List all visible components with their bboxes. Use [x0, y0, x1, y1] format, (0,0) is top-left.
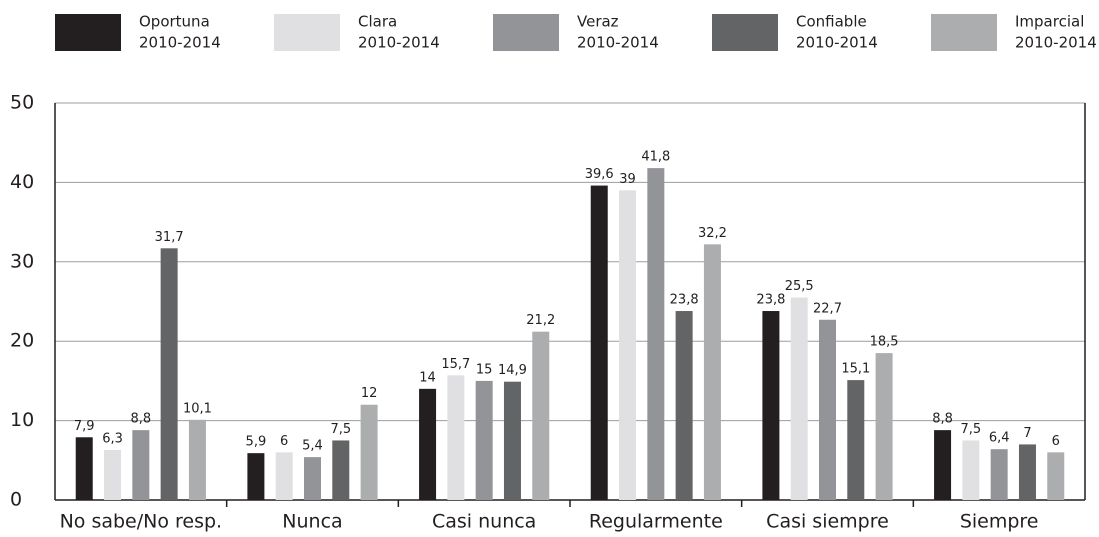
value-label: 6 — [1052, 434, 1060, 449]
bar — [532, 331, 550, 500]
bar — [762, 311, 780, 500]
bar — [419, 388, 437, 500]
value-label: 6,4 — [989, 431, 1010, 446]
bar — [247, 453, 265, 500]
value-label: 15,7 — [441, 357, 470, 372]
y-tick-label: 50 — [10, 92, 34, 114]
bar — [647, 168, 665, 500]
value-label: 5,9 — [246, 435, 267, 450]
value-label: 5,4 — [302, 439, 323, 454]
value-label: 8,8 — [932, 412, 953, 427]
bar — [675, 311, 693, 500]
value-label: 7,9 — [74, 419, 95, 434]
bar — [447, 375, 465, 500]
x-tick-label: Regularmente — [589, 511, 723, 533]
value-label: 25,5 — [785, 279, 814, 294]
value-label: 8,8 — [130, 412, 151, 427]
legend-label: Oportuna — [139, 13, 210, 31]
bar — [962, 440, 980, 500]
bar — [790, 297, 808, 500]
value-label: 31,7 — [155, 230, 184, 245]
legend-period: 2010-2014 — [1015, 34, 1097, 52]
x-tick-label: Casi nunca — [432, 511, 536, 533]
value-label: 15,1 — [841, 362, 870, 377]
value-label: 10,1 — [183, 401, 212, 416]
bar — [503, 381, 521, 500]
bar — [332, 440, 350, 500]
x-tick-label: Siempre — [960, 511, 1039, 533]
bar — [819, 319, 836, 500]
bar — [75, 437, 93, 500]
x-tick-label: Nunca — [282, 511, 342, 533]
legend-label: Confiable — [796, 13, 867, 31]
value-label: 22,7 — [813, 301, 842, 316]
y-tick-label: 10 — [10, 409, 34, 431]
bar — [475, 380, 493, 500]
legend-period: 2010-2014 — [796, 34, 878, 52]
bar — [275, 452, 293, 500]
y-tick-label: 40 — [10, 171, 34, 193]
bar — [360, 404, 378, 500]
legend-period: 2010-2014 — [358, 34, 440, 52]
value-label: 23,8 — [670, 293, 699, 308]
x-tick-label: No sabe/No resp. — [60, 511, 223, 533]
y-tick-label: 0 — [10, 489, 22, 511]
legend-swatch — [274, 14, 340, 51]
bar — [875, 353, 893, 500]
value-label: 14,9 — [498, 363, 527, 378]
value-label: 39,6 — [585, 167, 614, 182]
bar — [104, 449, 122, 500]
bar — [619, 190, 637, 500]
legend-swatch — [712, 14, 778, 51]
legend-swatch — [55, 14, 121, 51]
value-label: 7,5 — [330, 422, 351, 437]
legend-label: Imparcial — [1015, 13, 1084, 31]
bar — [990, 449, 1008, 500]
bar — [590, 185, 608, 501]
legend-period: 2010-2014 — [577, 34, 659, 52]
value-label: 21,2 — [526, 313, 555, 328]
value-label: 41,8 — [641, 150, 670, 165]
value-label: 15 — [476, 362, 493, 377]
bar — [160, 248, 178, 500]
bar — [847, 380, 865, 500]
value-label: 32,2 — [698, 226, 727, 241]
value-label: 7,5 — [961, 422, 982, 437]
bar — [703, 244, 721, 500]
legend-label: Veraz — [577, 13, 619, 31]
value-label: 12 — [361, 386, 378, 401]
bar — [304, 457, 321, 500]
y-tick-label: 20 — [10, 330, 34, 352]
bar — [1018, 444, 1036, 500]
value-label: 39 — [619, 172, 636, 187]
legend-period: 2010-2014 — [139, 34, 221, 52]
value-label: 7 — [1023, 426, 1031, 441]
value-label: 18,5 — [870, 335, 899, 350]
y-tick-label: 30 — [10, 250, 34, 272]
value-label: 23,8 — [756, 293, 785, 308]
bar — [188, 419, 206, 500]
value-label: 6,3 — [102, 431, 123, 446]
legend-swatch — [493, 14, 559, 51]
value-label: 14 — [419, 370, 436, 385]
legend-swatch — [931, 14, 997, 51]
value-label: 6 — [280, 434, 288, 449]
legend-label: Clara — [358, 13, 397, 31]
bar — [132, 430, 150, 500]
bar — [934, 430, 952, 500]
x-tick-label: Casi siempre — [766, 511, 889, 533]
bar — [1047, 452, 1065, 500]
